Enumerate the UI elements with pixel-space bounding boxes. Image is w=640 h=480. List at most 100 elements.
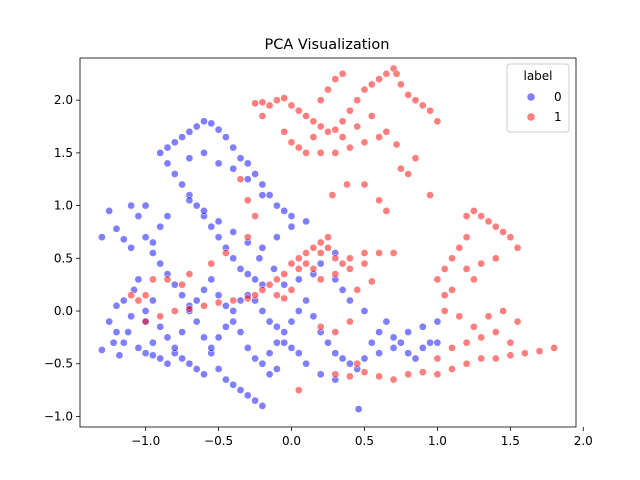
- scatter-point-label-1: [309, 133, 318, 141]
- scatter-point-label-1: [294, 265, 303, 273]
- scatter-point-label-0: [360, 307, 369, 315]
- y-tick-label: 1.0: [54, 199, 73, 213]
- scatter-point-label-0: [251, 170, 259, 178]
- scatter-point-label-1: [324, 127, 332, 136]
- scatter-point-label-0: [141, 201, 150, 210]
- scatter-point-label-0: [280, 328, 289, 336]
- scatter-point-label-1: [324, 85, 332, 94]
- scatter-point-label-0: [170, 344, 179, 352]
- scatter-point-label-0: [200, 370, 208, 379]
- scatter-point-label-1: [440, 307, 449, 315]
- scatter-point-label-1: [316, 249, 325, 257]
- scatter-point-label-1: [484, 312, 493, 321]
- scatter-point-label-0: [149, 249, 157, 257]
- scatter-point-label-1: [316, 322, 325, 331]
- scatter-point-label-0: [389, 333, 398, 342]
- scatter-point-label-1: [392, 140, 401, 149]
- plot-area: [80, 58, 576, 427]
- legend-box: [506, 63, 570, 133]
- scatter-point-label-1: [397, 164, 405, 173]
- scatter-point-label-0: [302, 359, 310, 368]
- scatter-point-label-1: [273, 275, 281, 284]
- scatter-point-label-1: [375, 75, 383, 83]
- scatter-point-label-0: [229, 380, 238, 389]
- scatter-point-label-0: [222, 322, 230, 331]
- scatter-point-label-0: [287, 222, 296, 231]
- scatter-point-label-0: [141, 233, 150, 242]
- scatter-point-label-1: [134, 296, 143, 305]
- scatter-point-label-1: [316, 149, 325, 157]
- scatter-point-label-0: [163, 212, 172, 220]
- scatter-point-label-1: [484, 217, 493, 226]
- scatter-point-label-0: [331, 349, 340, 358]
- scatter-point-label-1: [331, 75, 340, 83]
- scatter-point-label-1: [258, 112, 267, 120]
- scatter-point-label-1: [360, 249, 369, 257]
- scatter-point-label-0: [127, 312, 135, 321]
- scatter-point-label-0: [178, 354, 186, 363]
- scatter-point-label-0: [119, 338, 128, 347]
- scatter-point-label-0: [156, 354, 165, 363]
- scatter-point-label-0: [134, 275, 143, 284]
- scatter-point-label-0: [418, 344, 427, 352]
- scatter-point-label-0: [273, 338, 281, 347]
- scatter-point-label-1: [360, 85, 369, 94]
- x-tick-label: 1.5: [501, 434, 520, 448]
- scatter-point-label-0: [360, 354, 369, 363]
- scatter-point-label-1: [178, 280, 186, 289]
- scatter-point-label-0: [397, 338, 405, 347]
- scatter-point-label-0: [294, 275, 303, 284]
- scatter-point-label-0: [170, 280, 179, 289]
- scatter-point-label-1: [382, 69, 391, 78]
- scatter-point-label-1: [404, 170, 413, 178]
- scatter-point-label-1: [404, 91, 413, 99]
- scatter-point-label-1: [389, 249, 398, 257]
- scatter-point-label-0: [207, 275, 216, 284]
- scatter-point-label-0: [200, 117, 208, 126]
- scatter-point-label-1: [346, 317, 354, 326]
- scatter-point-label-0: [389, 344, 398, 352]
- scatter-point-label-1: [328, 191, 337, 199]
- scatter-point-label-1: [141, 291, 150, 300]
- scatter-point-label-1: [462, 212, 471, 220]
- scatter-point-label-0: [178, 133, 186, 141]
- scatter-point-label-1: [331, 370, 340, 379]
- scatter-point-label-1: [448, 365, 456, 373]
- scatter-point-label-1: [156, 312, 165, 321]
- scatter-point-label-0: [294, 307, 303, 315]
- scatter-point-label-0: [185, 127, 194, 136]
- scatter-point-label-1: [243, 233, 252, 242]
- scatter-point-label-1: [346, 265, 354, 273]
- y-axis: −1.0 −0.5 0.0 0.5 1.0 1.5 2.0: [44, 93, 80, 423]
- scatter-point-label-1: [426, 191, 434, 199]
- scatter-point-label-0: [280, 207, 289, 215]
- scatter-point-label-1: [491, 354, 500, 363]
- y-tick-label: 0.0: [54, 304, 73, 318]
- scatter-point-label-1: [236, 175, 245, 184]
- scatter-point-label-1: [185, 270, 194, 278]
- scatter-point-label-0: [375, 328, 383, 336]
- scatter-point-label-0: [156, 149, 165, 157]
- scatter-point-label-1: [265, 101, 274, 110]
- scatter-point-label-1: [280, 294, 289, 303]
- legend: label 0 1: [506, 63, 570, 133]
- scatter-point-label-1: [404, 370, 413, 379]
- scatter-point-label-1: [375, 249, 383, 257]
- scatter-point-label-1: [331, 328, 340, 336]
- scatter-point-label-0: [229, 143, 238, 152]
- scatter-point-label-0: [192, 317, 201, 326]
- scatter-point-label-1: [222, 249, 230, 257]
- scatter-point-label-1: [367, 277, 376, 286]
- x-tick-label: 0.0: [282, 434, 301, 448]
- scatter-point-label-0: [229, 254, 238, 263]
- scatter-point-label-1: [331, 254, 340, 263]
- scatter-point-label-0: [243, 344, 252, 352]
- x-axis: −1.0 −0.5 0.0 0.5 1.0 1.5 2.0: [131, 427, 593, 448]
- scatter-point-label-0: [316, 370, 325, 379]
- scatter-point-label-0: [185, 196, 194, 205]
- scatter-point-label-0: [124, 328, 132, 336]
- scatter-point-label-0: [273, 322, 281, 331]
- scatter-point-label-1: [440, 265, 449, 273]
- scatter-point-label-0: [251, 396, 259, 405]
- scatter-point-label-1: [265, 280, 274, 289]
